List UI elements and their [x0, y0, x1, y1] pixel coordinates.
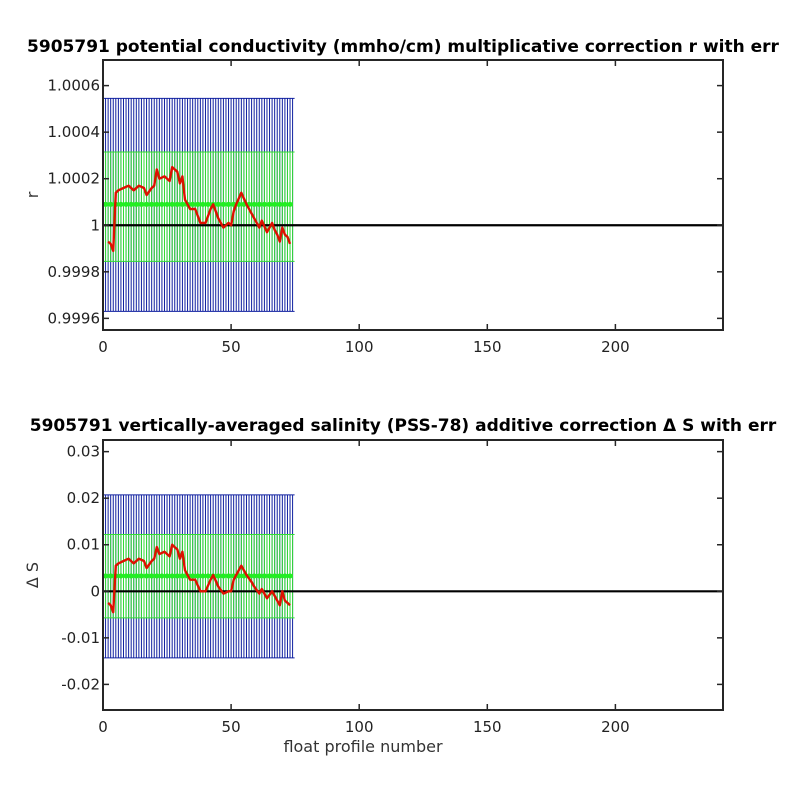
- y-tick-label: 0.9996: [48, 309, 101, 327]
- mean-marker: [190, 573, 196, 579]
- x-tick-label: 100: [345, 718, 374, 736]
- mean-marker: [277, 573, 283, 579]
- mean-marker: [164, 573, 170, 579]
- mean-marker: [102, 573, 109, 579]
- plot-area: 0 50 100 150 200 0.9996 0.9998 1 1.0002 1.0004 1.0…: [48, 59, 724, 356]
- mean-marker: [261, 573, 268, 579]
- mean-marker: [272, 573, 278, 579]
- mean-marker: [272, 201, 278, 207]
- mean-marker: [154, 201, 160, 207]
- y-tick-label: -0.02: [61, 675, 100, 693]
- mean-marker: [261, 201, 268, 207]
- mean-marker: [133, 201, 139, 207]
- mean-marker: [143, 573, 150, 579]
- x-tick-label: 200: [601, 338, 630, 356]
- x-tick-label: 0: [98, 338, 108, 356]
- mean-marker: [225, 573, 232, 579]
- mean-marker: [195, 573, 201, 579]
- mean-marker: [225, 201, 232, 207]
- x-tick-label: 50: [222, 718, 241, 736]
- mean-marker: [282, 573, 288, 579]
- mean-markers: [102, 201, 293, 207]
- x-tick-label: 200: [601, 718, 630, 736]
- mean-markers: [102, 573, 293, 579]
- mean-marker: [277, 201, 283, 207]
- mean-marker: [205, 201, 211, 207]
- mean-marker: [149, 573, 155, 579]
- mean-marker: [256, 201, 262, 207]
- y-axis-label: r: [23, 191, 42, 198]
- chart-title: 5905791 potential conductivity (mmho/cm)…: [27, 37, 779, 57]
- mean-marker: [159, 573, 165, 579]
- y-tick-label: 1.0002: [48, 170, 101, 188]
- mean-marker: [215, 201, 221, 207]
- series-line: [107, 543, 291, 614]
- mean-marker: [118, 573, 124, 579]
- mean-marker: [200, 201, 206, 207]
- mean-marker: [143, 201, 150, 207]
- mean-marker: [179, 201, 186, 207]
- mean-marker: [149, 201, 155, 207]
- y-tick-label: 0.9998: [48, 263, 101, 281]
- mean-marker: [287, 573, 293, 579]
- mean-marker: [123, 201, 129, 207]
- y-tick-label: 0: [90, 582, 100, 600]
- mean-marker: [179, 573, 186, 579]
- mean-marker: [287, 201, 293, 207]
- x-tick-label: 50: [222, 338, 241, 356]
- mean-marker: [118, 201, 124, 207]
- mean-marker: [251, 573, 257, 579]
- mean-marker: [169, 573, 175, 579]
- salinity-correction-chart: 5905791 vertically-averaged salinity (PS…: [23, 416, 777, 756]
- mean-marker: [169, 201, 175, 207]
- y-tick-label: 0.03: [67, 443, 100, 461]
- mean-marker: [251, 201, 257, 207]
- axes-frame: [102, 439, 724, 711]
- mean-marker: [174, 573, 180, 579]
- mean-marker: [220, 573, 227, 579]
- x-tick-label: 150: [473, 718, 502, 736]
- mean-marker: [266, 573, 273, 579]
- x-tick-label: 0: [98, 718, 108, 736]
- y-axis-label: Δ S: [23, 562, 42, 588]
- plot-area: 0 50 100 150 200 -0.02 -0.01 0 0.01 0.02 0.03: [61, 439, 724, 736]
- mean-marker: [215, 573, 221, 579]
- y-tick-label: -0.01: [61, 629, 100, 647]
- x-tick-label: 150: [473, 338, 502, 356]
- mean-marker: [154, 573, 160, 579]
- mean-marker: [138, 201, 145, 207]
- mean-marker: [174, 201, 180, 207]
- y-tick-label: 0.01: [67, 536, 100, 554]
- y-tick-label: 1.0004: [48, 123, 101, 141]
- mean-marker: [133, 573, 139, 579]
- mean-marker: [128, 201, 134, 207]
- mean-marker: [123, 573, 129, 579]
- x-tick-label: 100: [345, 338, 374, 356]
- y-tick-label: 1.0006: [48, 77, 101, 95]
- mean-marker: [128, 573, 134, 579]
- mean-marker: [266, 201, 273, 207]
- mean-marker: [138, 573, 145, 579]
- mean-marker: [205, 573, 211, 579]
- mean-marker: [190, 201, 196, 207]
- mean-marker: [108, 201, 114, 207]
- mean-marker: [282, 201, 288, 207]
- mean-marker: [159, 201, 165, 207]
- chart-title: 5905791 vertically-averaged salinity (PS…: [30, 416, 777, 436]
- series-line: [107, 165, 292, 253]
- mean-marker: [195, 201, 201, 207]
- mean-marker: [102, 201, 109, 207]
- axes-frame: [102, 59, 724, 331]
- mean-marker: [164, 201, 170, 207]
- y-tick-label: 0.02: [67, 489, 100, 507]
- x-axis-label: float profile number: [283, 737, 443, 756]
- mean-marker: [200, 573, 206, 579]
- mean-marker: [220, 201, 227, 207]
- mean-marker: [256, 573, 262, 579]
- y-tick-label: 1: [90, 216, 100, 234]
- conductivity-correction-chart: 5905791 potential conductivity (mmho/cm)…: [23, 37, 780, 356]
- mean-marker: [108, 573, 114, 579]
